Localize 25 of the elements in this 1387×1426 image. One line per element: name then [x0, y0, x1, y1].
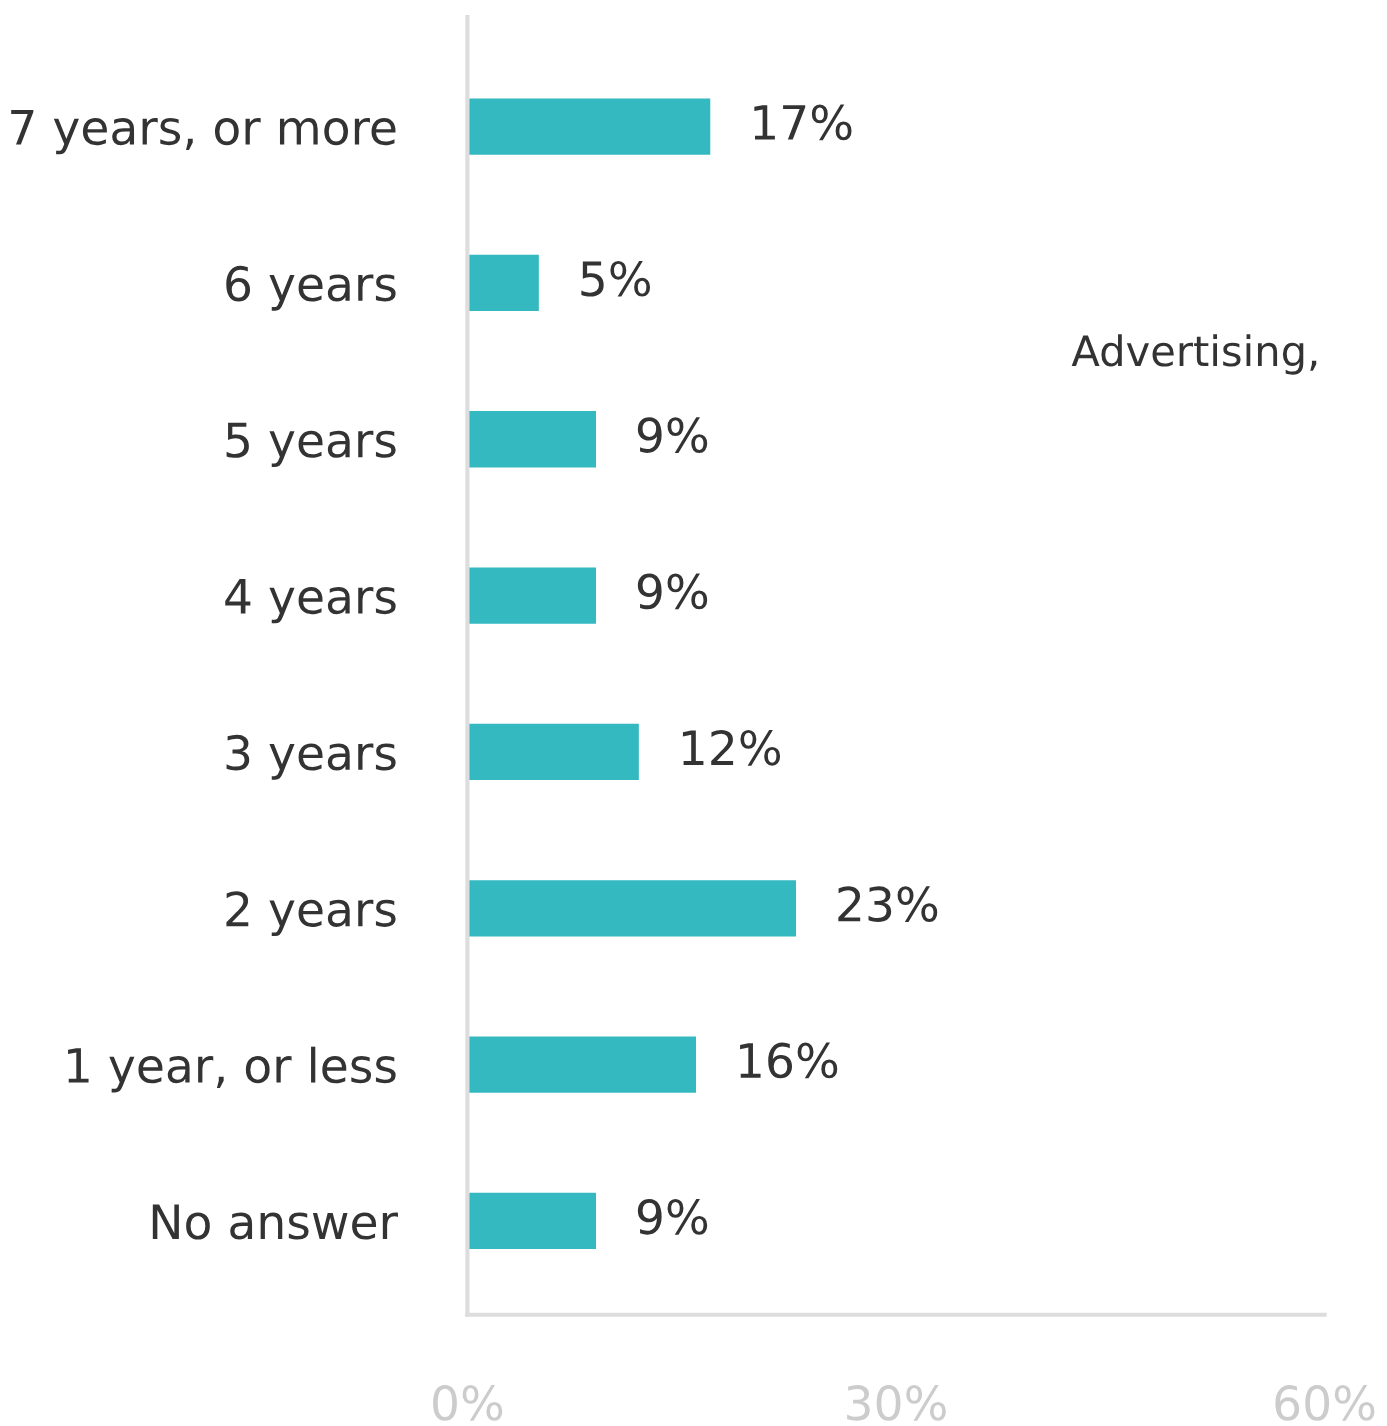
- data-label: 17%: [754, 104, 852, 141]
- y-tick-label: No answer: [152, 1204, 398, 1240]
- bar: [467, 411, 596, 468]
- data-label: 9%: [637, 417, 708, 453]
- y-tick-label: 2 years: [226, 891, 396, 937]
- bar: [467, 880, 796, 937]
- data-label: 9%: [637, 1198, 708, 1235]
- y-tick-label: 4 years: [225, 579, 396, 624]
- y-tick-label: 3 years: [226, 734, 396, 780]
- bar: [467, 254, 539, 312]
- y-tick-label: 1 year, or less: [68, 1046, 396, 1093]
- bar: [467, 567, 596, 624]
- y-tick-label: 6 years: [226, 265, 396, 311]
- bar: [467, 1036, 696, 1093]
- data-label: 12%: [682, 729, 781, 766]
- y-tick-label: 7 years, or more: [11, 110, 396, 155]
- annotation: Advertising,: [1071, 334, 1317, 375]
- bar: [467, 723, 639, 781]
- y-tick-label: 5 years: [226, 422, 396, 467]
- bar: [467, 98, 711, 155]
- data-label: 9%: [637, 573, 708, 610]
- data-label: 16%: [740, 1042, 838, 1079]
- bar: [467, 1192, 596, 1250]
- data-label: 23%: [838, 886, 938, 922]
- data-label: 5%: [581, 260, 651, 297]
